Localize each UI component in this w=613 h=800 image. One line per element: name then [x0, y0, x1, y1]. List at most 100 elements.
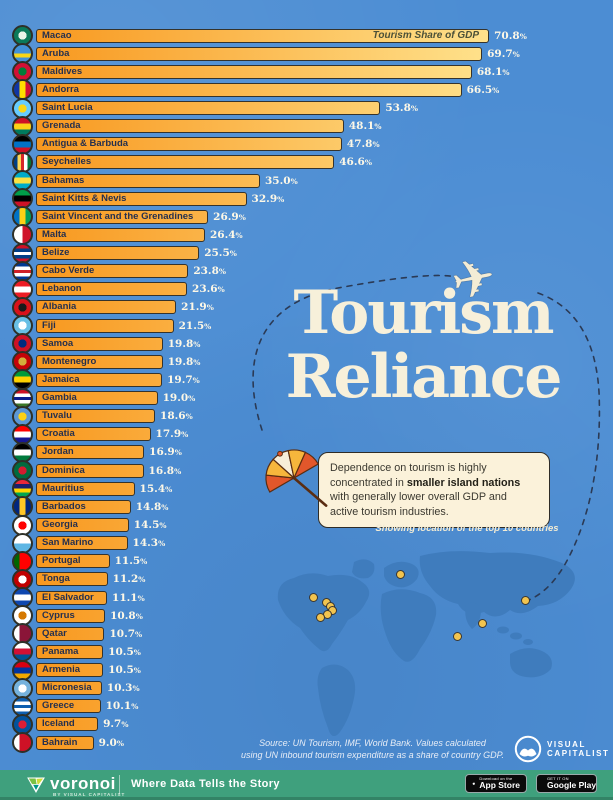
bar-row: Panama 10.5%	[0, 641, 613, 663]
bar	[36, 626, 105, 641]
bar	[36, 101, 381, 116]
footer-bar: voronoi BY VISUAL CAPITALIST Where Data …	[0, 770, 613, 800]
country-label: Seychelles	[42, 156, 92, 168]
bar-row: Samoa 19.8%	[0, 333, 613, 355]
bar	[36, 64, 472, 79]
bar-row: Barbados 14.8%	[0, 496, 613, 518]
bar	[36, 699, 101, 714]
country-label: Saint Vincent and the Grenadines	[42, 210, 194, 222]
bar	[36, 372, 163, 387]
bar	[36, 354, 163, 369]
bar-row: Portugal 11.5%	[0, 550, 613, 572]
value-label: 15.4%	[139, 482, 173, 495]
value-label: 25.5%	[204, 247, 237, 260]
bar-row: Iceland 9.7%	[0, 713, 613, 735]
value-label: 21.9%	[181, 301, 214, 314]
bar-row: Georgia 14.5%	[0, 514, 613, 536]
country-label: Tuvalu	[42, 410, 72, 422]
country-label: Georgia	[42, 519, 78, 530]
value-label: 46.6%	[339, 156, 372, 169]
country-label: Barbados	[42, 500, 86, 512]
annotation-box: Dependence on tourism is highly concentr…	[318, 452, 550, 529]
value-label: 10.5%	[108, 664, 141, 677]
bar-row: Andorra 66.5%	[0, 79, 613, 101]
bar	[36, 46, 483, 61]
bar	[36, 246, 200, 261]
bar	[36, 82, 462, 97]
bar	[36, 445, 145, 460]
value-label: 10.5%	[108, 645, 141, 658]
country-label: Maldives	[42, 65, 83, 77]
beach-umbrella-icon	[265, 449, 328, 507]
country-label: Saint Lucia	[42, 102, 93, 114]
country-label: Gambia	[42, 392, 77, 404]
country-label: Jamaica	[42, 373, 80, 385]
bar	[36, 499, 131, 514]
country-label: Albania	[42, 301, 77, 313]
bar	[36, 227, 205, 242]
country-label: Cyprus	[42, 609, 75, 621]
value-label: 69.7%	[487, 47, 520, 60]
bar-row: El Salvador 11.1%	[0, 587, 613, 609]
country-label: Montenegro	[42, 355, 97, 367]
bar-row: Belize 25.5%	[0, 242, 613, 264]
map-dot	[520, 595, 530, 605]
voronoi-logo-icon	[27, 777, 45, 794]
country-label: Cabo Verde	[42, 265, 95, 277]
value-label: 16.8%	[148, 464, 182, 477]
value-label: 10.7%	[109, 627, 143, 640]
country-label: Mauritius	[42, 482, 85, 494]
google-play-badge[interactable]: GET IT ON Google Play	[536, 773, 597, 793]
value-label: 26.9%	[213, 210, 246, 223]
vc-logo-line-1: VISUAL	[547, 739, 586, 749]
country-label: Samoa	[42, 337, 74, 349]
bar	[36, 572, 108, 587]
value-label: 53.8%	[385, 102, 419, 115]
value-label: 11.5%	[114, 555, 148, 568]
bar-row: Jamaica 19.7%	[0, 369, 613, 391]
bar-row: Micronesia 10.3%	[0, 677, 613, 699]
title-line-1: Tourism	[293, 278, 554, 348]
value-label: 26.4%	[209, 228, 243, 241]
bar	[36, 28, 490, 43]
bar-row: Grenada 48.1%	[0, 115, 613, 137]
bar-row: Greece 10.1%	[0, 695, 613, 717]
country-label: Macao	[42, 29, 72, 41]
value-label: 21.5%	[178, 319, 212, 332]
value-label: 18.6%	[160, 410, 193, 423]
bar	[36, 119, 344, 134]
bar	[36, 173, 260, 188]
value-label: 10.8%	[110, 609, 143, 622]
value-label: 23.8%	[193, 265, 227, 278]
bar-row: Seychelles 46.6%	[0, 151, 613, 173]
app-store-small-text: Download on the	[479, 776, 513, 781]
country-label: Bahrain	[42, 736, 78, 748]
bar	[36, 209, 209, 224]
bar-row: Montenegro 19.8%	[0, 351, 613, 373]
visual-capitalist-logo: VISUAL CAPITALIST	[514, 735, 610, 763]
bar-row: Qatar 10.7%	[0, 623, 613, 645]
app-store-badge[interactable]: Download on the App Store	[465, 773, 527, 793]
map-dot	[452, 631, 462, 641]
bar-row: Malta 26.4%	[0, 224, 613, 246]
map-dot	[477, 618, 487, 628]
vc-logo-line-2: CAPITALIST	[547, 749, 610, 758]
visual-capitalist-mark-icon	[514, 735, 542, 763]
country-label: Fiji	[42, 319, 56, 331]
country-label: Tonga	[42, 573, 70, 585]
bar-row: Cabo Verde 23.8%	[0, 260, 613, 282]
voronoi-wordmark: voronoi	[50, 774, 116, 793]
voronoi-byline: BY VISUAL CAPITALIST	[53, 792, 126, 797]
annotation-text-2: with generally lower overall GDP and act…	[330, 491, 507, 518]
value-label: 23.6%	[192, 283, 225, 296]
map-note: Showing location of the top 10 countries	[375, 523, 559, 534]
google-play-small-text: GET IT ON	[547, 776, 569, 781]
country-flag-icon	[12, 732, 33, 754]
country-label: Qatar	[42, 627, 67, 639]
bar	[36, 391, 158, 406]
country-label: Croatia	[42, 428, 75, 440]
source-line-2: using UN inbound tourism expenditure as …	[241, 750, 504, 760]
value-label: 14.3%	[132, 537, 166, 550]
value-label: 68.1%	[476, 65, 510, 78]
country-label: Saint Kitts & Nevis	[42, 192, 127, 204]
